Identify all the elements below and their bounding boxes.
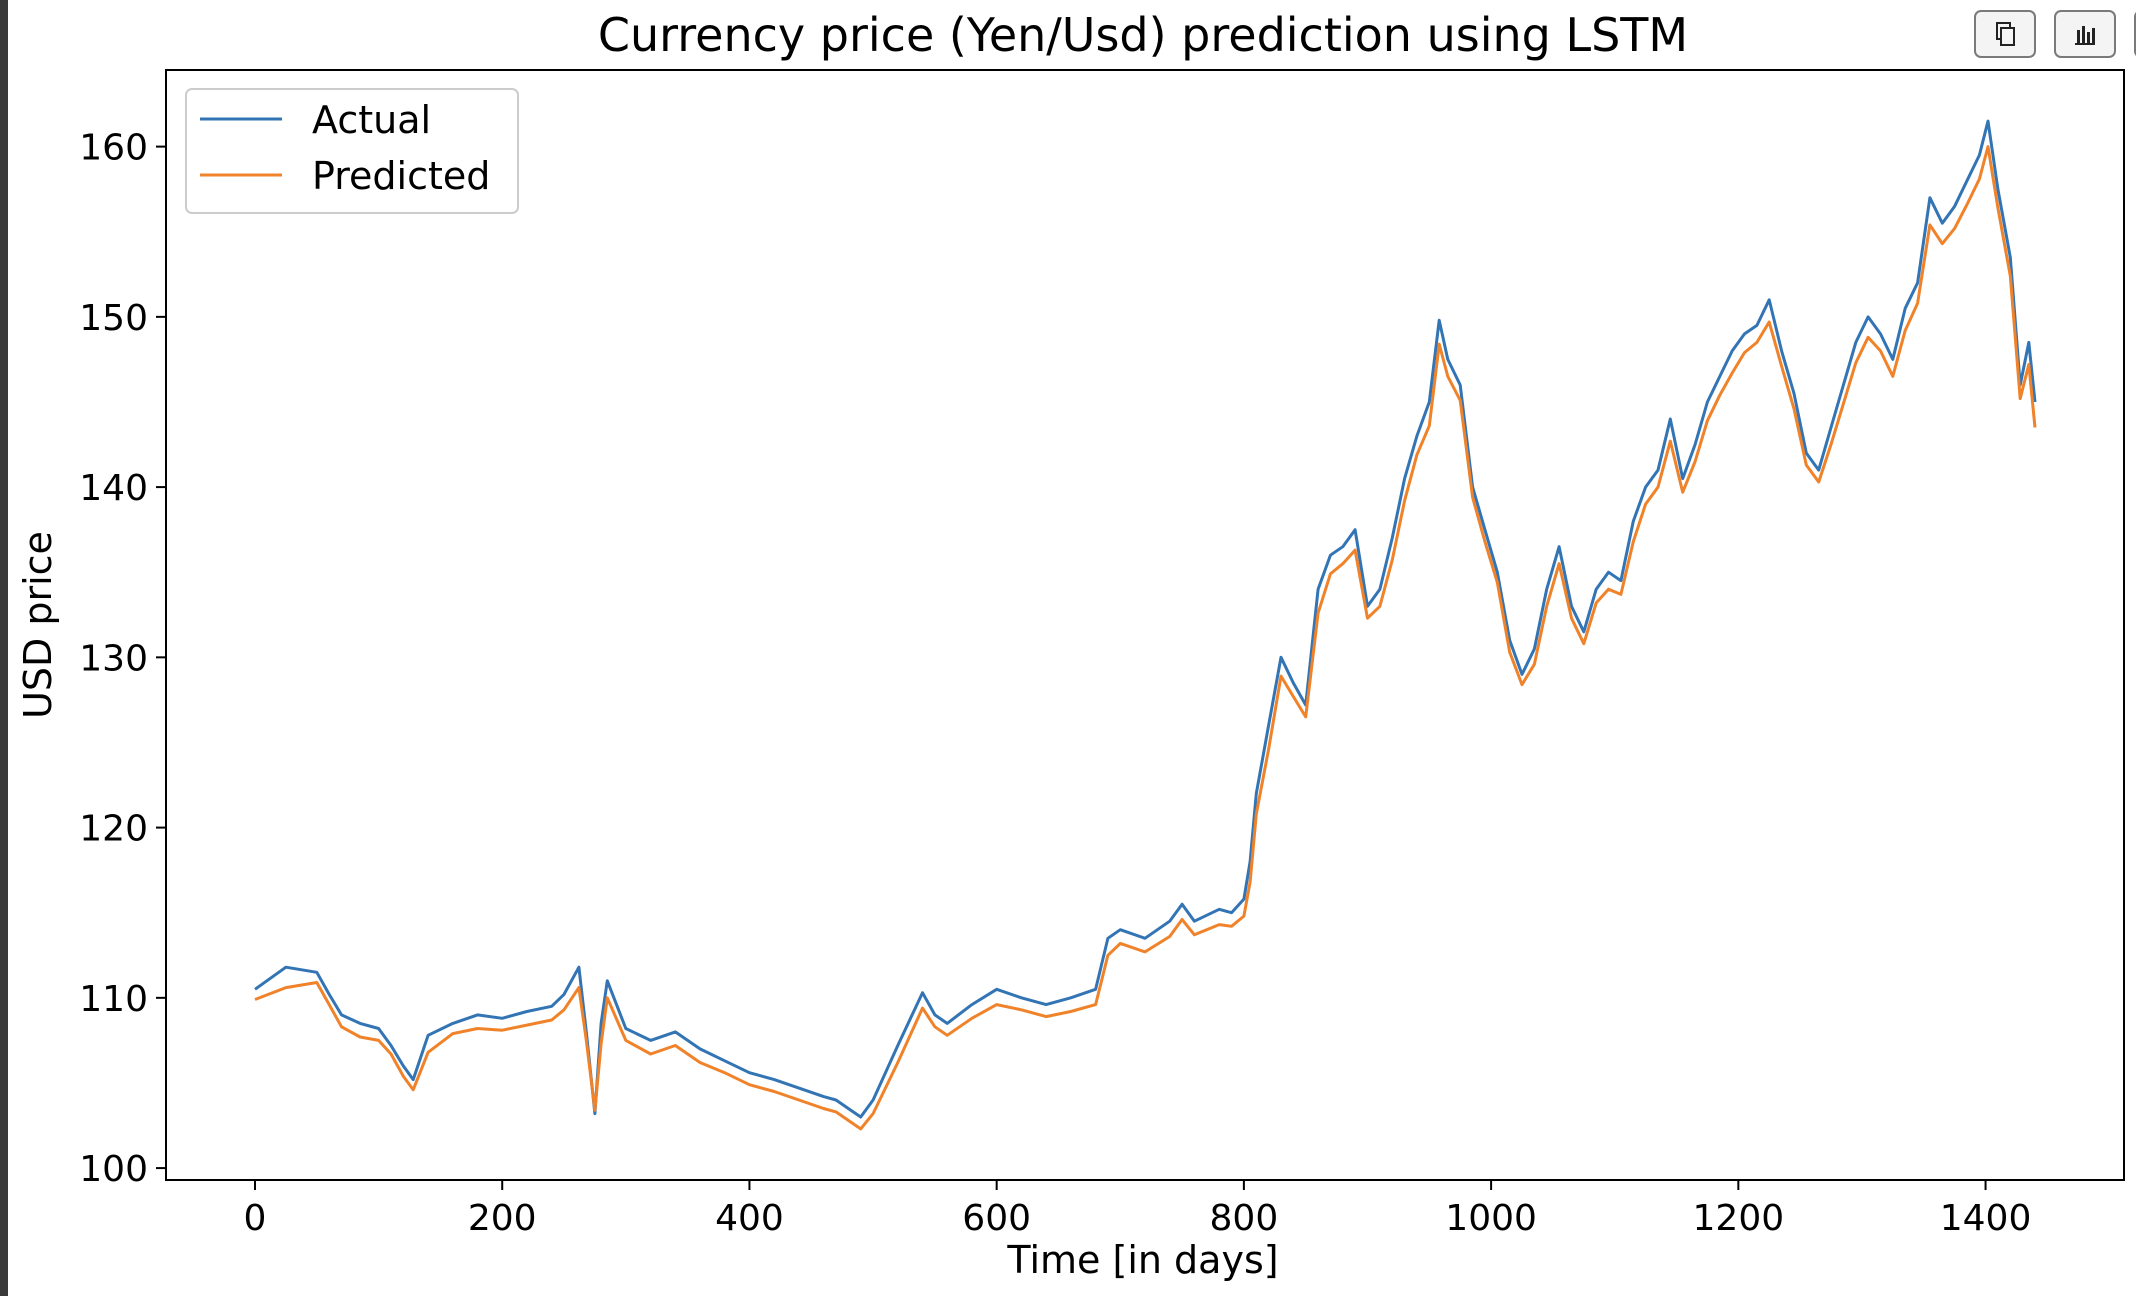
- legend-label-actual: Actual: [312, 98, 431, 142]
- x-tick-label: 1200: [1693, 1198, 1785, 1239]
- x-tick-label: 0: [244, 1198, 267, 1239]
- plot-area: [165, 69, 2125, 1181]
- copy-button[interactable]: [1974, 10, 2036, 58]
- x-tick-label: 800: [1210, 1198, 1279, 1239]
- x-tick-label: 400: [715, 1198, 784, 1239]
- series-line-actual: [254, 119, 2037, 1119]
- chart-button[interactable]: [2054, 10, 2116, 58]
- y-axis-label: USD price: [16, 531, 60, 719]
- plot-lines: [254, 119, 2037, 1131]
- copy-icon: [1996, 22, 2015, 46]
- y-tick-label: 140: [79, 468, 148, 509]
- y-tick-label: 120: [79, 809, 148, 850]
- y-tick-label: 160: [79, 128, 148, 169]
- series-line-predicted: [254, 145, 2037, 1131]
- x-axis-label: Time [in days]: [1006, 1238, 1278, 1282]
- x-axis: 0 200 400 600 800 1000 1200 1400: [244, 1180, 2032, 1239]
- y-tick-label: 110: [79, 979, 148, 1020]
- window-left-edge: [0, 0, 8, 1296]
- chart-title: Currency price (Yen/Usd) prediction usin…: [598, 8, 1688, 62]
- y-tick-label: 100: [79, 1149, 148, 1190]
- y-tick-label: 130: [79, 638, 148, 679]
- legend: Actual Predicted: [185, 88, 519, 214]
- x-tick-label: 200: [468, 1198, 537, 1239]
- x-tick-label: 1000: [1445, 1198, 1537, 1239]
- y-tick-label: 150: [79, 298, 148, 339]
- y-axis: 100 110 120 130 140 150 160: [79, 128, 166, 1190]
- legend-label-predicted: Predicted: [312, 154, 490, 198]
- x-tick-label: 1400: [1940, 1198, 2032, 1239]
- bar-chart-icon: [2075, 26, 2095, 45]
- x-tick-label: 600: [962, 1198, 1031, 1239]
